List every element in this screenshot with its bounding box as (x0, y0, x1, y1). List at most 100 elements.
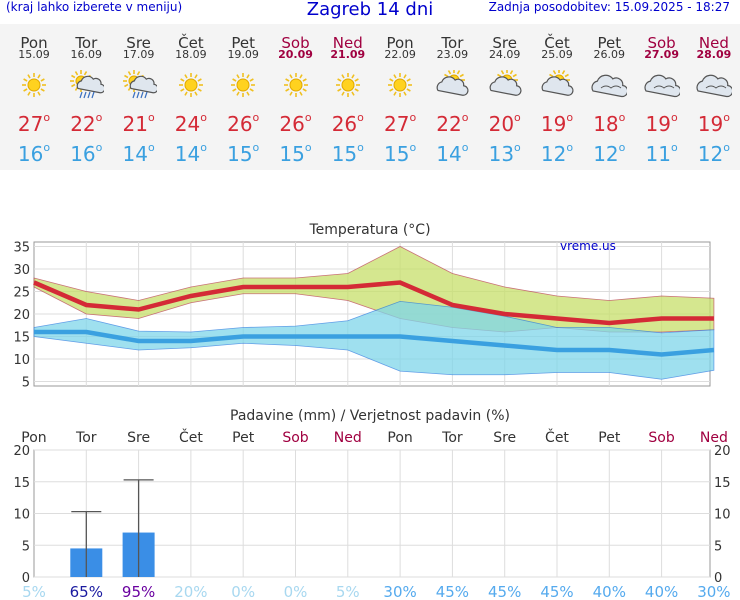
max-temp-value: 22 (436, 112, 462, 136)
precip-probability: 30% (697, 583, 730, 600)
max-temp-value: 19 (540, 112, 567, 136)
day-name: Sob (647, 34, 676, 52)
x-tick-label: Tor (441, 430, 463, 446)
day-date: 20.09 (278, 48, 313, 61)
max-temp: 21o (122, 111, 155, 136)
day-column: Sob 20.09 26o 15o (270, 24, 322, 170)
temperature-chart: Temperatura (°C) 5 10 15 20 25 30 35 vreme.us (13, 222, 715, 391)
y-tick-label: 10 (13, 353, 30, 368)
day-name: Pet (231, 34, 255, 52)
x-tick-label: Pet (232, 430, 255, 446)
min-temp-line (34, 329, 715, 357)
day-name: Čet (544, 34, 570, 52)
day-column: Ned 21.09 26o 15o (322, 24, 374, 170)
precip-probability: 65% (70, 583, 103, 600)
day-name: Sre (126, 34, 151, 52)
page-title: Zagreb 14 dni (306, 0, 434, 20)
y-tick-label-right: 5 (714, 539, 722, 554)
x-tick-label: Čet (545, 428, 569, 446)
max-temp-value: 27 (17, 112, 44, 136)
day-name: Čet (178, 34, 204, 52)
partly-cloudy-icon (434, 69, 470, 100)
max-temp: 22o (70, 111, 103, 136)
day-name: Sre (492, 34, 517, 52)
min-temp-value: 14 (174, 142, 201, 166)
min-temp: 13o (488, 141, 521, 166)
day-date: 25.09 (541, 48, 573, 61)
y-tick-label: 5 (22, 539, 30, 554)
sunny-icon (16, 70, 52, 100)
max-temp-value: 26 (331, 112, 358, 136)
min-temp: 12o (540, 141, 574, 166)
day-column: Sob 27.09 19o 11o (636, 24, 688, 170)
day-date: 28.09 (696, 48, 732, 61)
day-column: Tor 16.09 22o 16o (60, 24, 112, 170)
min-temp: 14o (436, 141, 469, 166)
x-tick-label: Pon (21, 430, 46, 446)
cloudy-icon (591, 70, 629, 100)
cloudy-icon (696, 70, 734, 100)
x-tick-label: Pon (387, 430, 412, 446)
min-temp-value: 14 (436, 142, 462, 166)
y-tick-label: 0 (22, 571, 30, 586)
chart-title: Padavine (mm) / Verjetnost padavin (%) (230, 408, 510, 424)
min-temp: 15o (279, 141, 312, 166)
max-temp: 20o (488, 111, 521, 136)
min-temp-value: 16 (17, 142, 44, 166)
cloudy-icon (644, 70, 681, 100)
day-date: 23.09 (436, 48, 469, 61)
day-date: 26.09 (593, 48, 626, 61)
sunny-icon (382, 70, 418, 100)
min-temp: 12o (697, 141, 730, 166)
max-temp: 26o (331, 111, 364, 136)
min-temp: 15o (331, 141, 364, 166)
last-updated: Zadnja posodobitev: 15.09.2025 - 18:27 (488, 0, 730, 14)
max-temp-line (33, 280, 714, 326)
x-tick-label: Sob (648, 430, 674, 446)
x-tick-label: Sre (493, 430, 516, 446)
max-temp: 19o (697, 111, 730, 136)
precip-probability: 20% (174, 583, 207, 600)
day-date: 24.09 (488, 48, 521, 61)
y-tick-label: 15 (13, 476, 30, 491)
max-temp: 19o (540, 111, 574, 136)
precip-probability: 95% (122, 583, 155, 600)
min-temp-value: 11 (645, 142, 671, 166)
x-tick-label: Ned (700, 430, 728, 446)
x-tick-label: Sre (127, 430, 150, 446)
precip-probability: 40% (645, 583, 678, 600)
precip-probability: 40% (593, 583, 626, 600)
day-date: 27.09 (644, 48, 679, 61)
y-tick-label: 30 (13, 263, 30, 278)
y-tick-label: 10 (13, 508, 30, 523)
precip-probability: 45% (488, 583, 521, 600)
partly-cloudy-icon (539, 69, 575, 100)
day-name: Pon (20, 34, 48, 52)
sunny-icon (225, 70, 261, 100)
day-column: Sre 17.09 21o 14o (113, 24, 165, 170)
max-temp-value: 19 (645, 112, 671, 136)
day-date: 19.09 (227, 48, 259, 61)
y-tick-label: 20 (13, 444, 30, 459)
max-temp: 27o (17, 111, 51, 136)
sun-cloud-rain-icon (68, 70, 106, 100)
day-column: Pon 22.09 27o 15o (374, 24, 426, 170)
x-tick-label: Ned (334, 430, 362, 446)
day-date: 21.09 (330, 48, 366, 61)
precip-probability: 45% (436, 583, 469, 600)
precip-probability: 0% (284, 583, 308, 600)
x-tick-label: Tor (75, 430, 97, 446)
sun-cloud-rain-icon (121, 70, 158, 100)
precip-probability: 45% (540, 583, 573, 600)
day-name: Sob (281, 34, 310, 52)
max-temp: 18o (593, 111, 626, 136)
max-temp-value: 24 (174, 112, 201, 136)
max-temp-value: 26 (227, 112, 253, 136)
precip-probability: 30% (383, 583, 416, 600)
min-temp-value: 12 (593, 142, 619, 166)
partly-cloudy-icon (487, 69, 523, 100)
day-date: 15.09 (18, 48, 50, 61)
min-temp: 14o (174, 141, 207, 166)
day-column: Tor 23.09 22o 14o (426, 24, 478, 170)
y-tick-label-right: 10 (714, 508, 731, 523)
